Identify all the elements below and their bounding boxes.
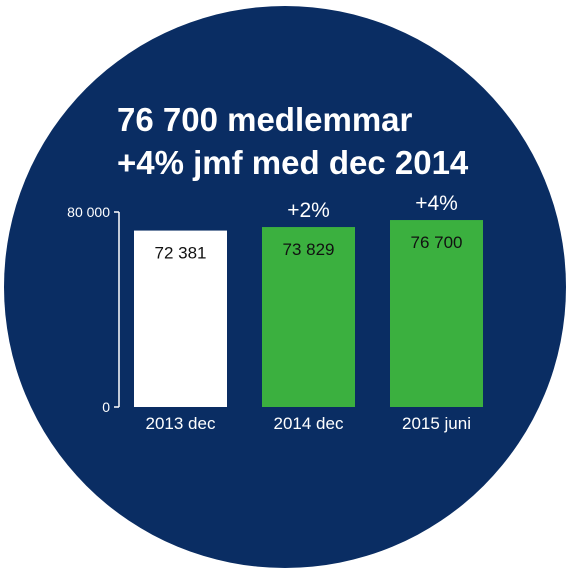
bars [134,220,483,407]
bar-change-label: +4% [415,192,458,215]
y-axis: 0 80 000 [67,204,120,415]
x-category-label: 2013 dec [146,414,216,433]
bar-value-label: 73 829 [283,240,335,259]
bar-value-label: 76 700 [411,233,463,252]
bar-value-label: 72 381 [155,244,207,263]
headline-line-2: +4% jmf med dec 2014 [117,144,469,181]
bar-labels: 72 381 2013 dec 73 829 +2% 2014 dec 76 700 +4%… [146,192,471,433]
bar [390,220,483,407]
y-tick-label: 0 [102,399,110,415]
x-category-label: 2014 dec [274,414,344,433]
y-tick-label: 80 000 [67,204,110,220]
bar-change-label: +2% [287,199,330,222]
headline-line-1: 76 700 medlemmar [117,101,413,138]
bar [262,227,355,407]
bar [134,230,227,407]
x-category-label: 2015 juni [402,414,471,433]
